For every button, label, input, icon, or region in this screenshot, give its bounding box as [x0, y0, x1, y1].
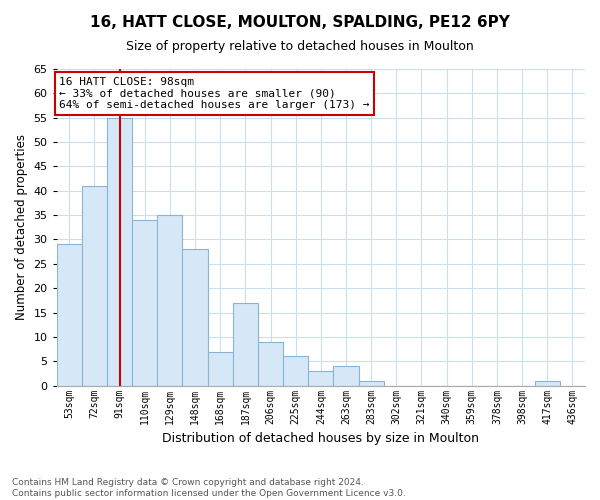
Bar	[157, 215, 182, 386]
Bar	[233, 303, 258, 386]
Bar	[359, 381, 384, 386]
Bar	[82, 186, 107, 386]
Bar	[334, 366, 359, 386]
Bar	[208, 352, 233, 386]
Y-axis label: Number of detached properties: Number of detached properties	[15, 134, 28, 320]
Text: 16 HATT CLOSE: 98sqm
← 33% of detached houses are smaller (90)
64% of semi-detac: 16 HATT CLOSE: 98sqm ← 33% of detached h…	[59, 77, 370, 110]
Bar	[283, 356, 308, 386]
Bar	[535, 381, 560, 386]
Bar	[132, 220, 157, 386]
Text: 16, HATT CLOSE, MOULTON, SPALDING, PE12 6PY: 16, HATT CLOSE, MOULTON, SPALDING, PE12 …	[90, 15, 510, 30]
X-axis label: Distribution of detached houses by size in Moulton: Distribution of detached houses by size …	[163, 432, 479, 445]
Bar	[258, 342, 283, 386]
Bar	[182, 249, 208, 386]
Bar	[107, 118, 132, 386]
Bar	[57, 244, 82, 386]
Text: Contains HM Land Registry data © Crown copyright and database right 2024.
Contai: Contains HM Land Registry data © Crown c…	[12, 478, 406, 498]
Text: Size of property relative to detached houses in Moulton: Size of property relative to detached ho…	[126, 40, 474, 53]
Bar	[308, 371, 334, 386]
